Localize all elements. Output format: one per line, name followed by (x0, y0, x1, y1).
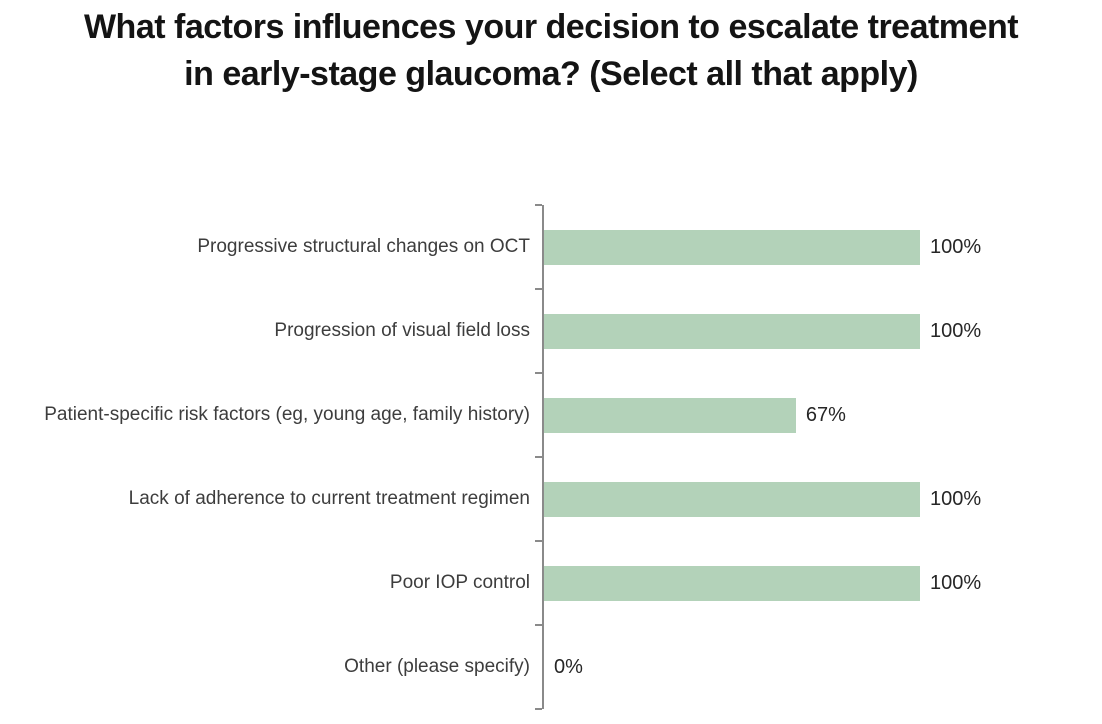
category-label: Progression of visual field loss (274, 320, 530, 342)
value-label: 100% (930, 319, 982, 342)
category-label: Other (please specify) (344, 656, 530, 678)
chart-row: Patient-specific risk factors (eg, young… (0, 372, 1102, 457)
chart-row: Other (please specify) 0% (0, 624, 1102, 710)
value-label: 100% (930, 571, 982, 594)
category-label: Patient-specific risk factors (eg, young… (44, 404, 530, 426)
value-label: 100% (930, 487, 982, 510)
value-label: 100% (930, 235, 982, 258)
category-label-cell: Patient-specific risk factors (eg, young… (0, 373, 542, 457)
chart-row: Progressive structural changes on OCT 10… (0, 204, 1102, 289)
category-label: Poor IOP control (389, 572, 530, 594)
chart-rows: Progressive structural changes on OCT 10… (0, 204, 1102, 710)
category-label-cell: Lack of adherence to current treatment r… (0, 457, 542, 541)
bar-cell: 100% (535, 288, 1102, 373)
category-label: Lack of adherence to current treatment r… (128, 488, 530, 510)
chart-title-line-1: What factors influences your decision to… (83, 8, 1019, 46)
bar-cell: 0% (535, 624, 1102, 710)
value-label: 67% (805, 403, 846, 426)
bar (544, 565, 920, 601)
bar-cell: 100% (535, 204, 1102, 289)
bar-cell: 100% (535, 456, 1102, 541)
bar-cell: 100% (535, 540, 1102, 625)
category-label: Progressive structural changes on OCT (197, 236, 530, 258)
bar (544, 397, 796, 433)
chart-row: Progression of visual field loss 100% (0, 288, 1102, 373)
value-label: 0% (554, 655, 583, 678)
bar-cell: 67% (535, 372, 1102, 457)
bar (544, 313, 920, 349)
chart-title: What factors influences your decision to… (0, 4, 1102, 98)
category-label-cell: Other (please specify) (0, 625, 542, 709)
bar (544, 481, 920, 517)
bar (544, 229, 920, 265)
chart-row: Lack of adherence to current treatment r… (0, 456, 1102, 541)
category-label-cell: Progression of visual field loss (0, 289, 542, 373)
chart-title-line-2: in early-stage glaucoma? (Select all tha… (184, 55, 918, 93)
category-label-cell: Progressive structural changes on OCT (0, 205, 542, 289)
chart-row: Poor IOP control 100% (0, 540, 1102, 625)
bar-chart: Progressive structural changes on OCT 10… (0, 204, 1102, 710)
category-label-cell: Poor IOP control (0, 541, 542, 625)
